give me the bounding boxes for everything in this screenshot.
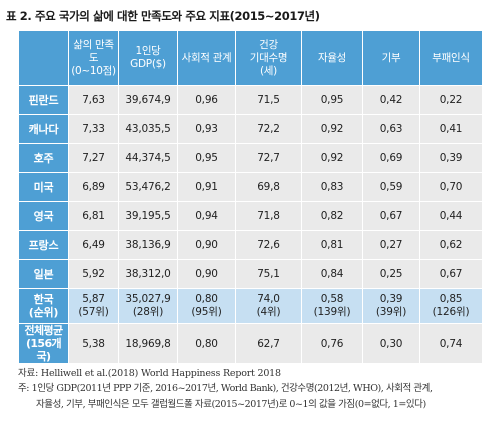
country-cell: 미국 [18, 172, 69, 202]
table-cell: 75,1 [235, 259, 302, 289]
table-cell: 0,95 [301, 85, 363, 115]
table-row: 영국 6,81 39,195,5 0,94 71,8 0,82 0,67 0,4… [18, 201, 483, 231]
footnote-line-1: 주: 1인당 GDP(2011년 PPP 기준, 2016~2017년, Wor… [18, 383, 433, 394]
header-corruption: 부패인식 [419, 30, 483, 86]
header-life-expectancy: 건강 기대수명 (세) [235, 30, 302, 86]
table-cell: 0,44 [419, 201, 483, 231]
table-cell: 38,136,9 [118, 230, 178, 260]
table-cell: 35,027,9 (28위) [118, 288, 178, 324]
table-cell: 0,81 [301, 230, 363, 260]
table-cell: 5,92 [68, 259, 119, 289]
table-cell: 0,30 [362, 323, 420, 364]
table-cell: 69,8 [235, 172, 302, 202]
table-cell: 18,969,8 [118, 323, 178, 364]
table-title: 표 2. 주요 국가의 삶에 대한 만족도와 주요 지표(2015~2017년) [6, 9, 320, 23]
table-row: 호주 7,27 44,374,5 0,95 72,7 0,92 0,69 0,3… [18, 143, 483, 173]
table-row: 미국 6,89 53,476,2 0,91 69,8 0,83 0,59 0,7… [18, 172, 483, 202]
header-social-support: 사회적 관계 [177, 30, 236, 86]
table-row-average: 전체평균 (156개국) 5,38 18,969,8 0,80 62,7 0,7… [18, 323, 483, 364]
table-row: 핀란드 7,63 39,674,9 0,96 71,5 0,95 0,42 0,… [18, 85, 483, 115]
table-cell: 0,22 [419, 85, 483, 115]
table-cell: 7,63 [68, 85, 119, 115]
table-row-korea: 한국 (순위) 5,87 (57위) 35,027,9 (28위) 0,80 (… [18, 288, 483, 324]
table-cell: 0,85 (126위) [419, 288, 483, 324]
table-cell: 0,92 [301, 143, 363, 173]
table-cell: 53,476,2 [118, 172, 178, 202]
table-cell: 0,91 [177, 172, 236, 202]
table-row: 프랑스 6,49 38,136,9 0,90 72,6 0,81 0,27 0,… [18, 230, 483, 260]
table-cell: 0,94 [177, 201, 236, 231]
table-cell: 0,92 [301, 114, 363, 144]
table-cell: 0,67 [419, 259, 483, 289]
table-cell: 0,90 [177, 230, 236, 260]
table-cell: 71,8 [235, 201, 302, 231]
country-cell-average: 전체평균 (156개국) [18, 323, 69, 364]
country-cell: 핀란드 [18, 85, 69, 115]
table-cell: 74,0 (4위) [235, 288, 302, 324]
table-cell: 0,42 [362, 85, 420, 115]
table-cell: 62,7 [235, 323, 302, 364]
table-cell: 7,27 [68, 143, 119, 173]
table-cell: 0,63 [362, 114, 420, 144]
table-row: 캐나다 7,33 43,035,5 0,93 72,2 0,92 0,63 0,… [18, 114, 483, 144]
footnote-line-2: 자율성, 기부, 부패인식은 모두 갤럽월드폴 자료(2015~2017년)로 … [36, 399, 426, 410]
table-row: 일본 5,92 38,312,0 0,90 75,1 0,84 0,25 0,6… [18, 259, 483, 289]
table-cell: 0,83 [301, 172, 363, 202]
table-cell: 0,82 [301, 201, 363, 231]
header-freedom: 자율성 [301, 30, 363, 86]
country-cell-korea: 한국 (순위) [18, 288, 69, 324]
table-cell: 0,67 [362, 201, 420, 231]
table-cell: 0,39 [419, 143, 483, 173]
table-cell: 0,80 (95위) [177, 288, 236, 324]
table-cell: 0,25 [362, 259, 420, 289]
table-cell: 0,80 [177, 323, 236, 364]
country-cell: 일본 [18, 259, 69, 289]
footnote: 주: 1인당 GDP(2011년 PPP 기준, 2016~2017년, Wor… [18, 381, 496, 413]
table-cell: 0,59 [362, 172, 420, 202]
table-cell: 0,96 [177, 85, 236, 115]
table-cell: 38,312,0 [118, 259, 178, 289]
header-life-satisfaction: 삶의 만족도 (0~10점) [68, 30, 119, 86]
table-cell: 0,41 [419, 114, 483, 144]
table-cell: 5,87 (57위) [68, 288, 119, 324]
table-cell: 0,84 [301, 259, 363, 289]
header-corner [18, 30, 69, 86]
table-cell: 0,90 [177, 259, 236, 289]
country-cell: 캐나다 [18, 114, 69, 144]
table-cell: 5,38 [68, 323, 119, 364]
table-cell: 39,195,5 [118, 201, 178, 231]
country-cell: 호주 [18, 143, 69, 173]
table-cell: 7,33 [68, 114, 119, 144]
table-cell: 0,76 [301, 323, 363, 364]
table-cell: 71,5 [235, 85, 302, 115]
table-cell: 0,27 [362, 230, 420, 260]
country-cell: 프랑스 [18, 230, 69, 260]
table-cell: 72,6 [235, 230, 302, 260]
table-cell: 0,93 [177, 114, 236, 144]
table-cell: 6,81 [68, 201, 119, 231]
table-cell: 44,374,5 [118, 143, 178, 173]
table-cell: 43,035,5 [118, 114, 178, 144]
table-cell: 72,7 [235, 143, 302, 173]
table-header-row: 삶의 만족도 (0~10점) 1인당 GDP($) 사회적 관계 건강 기대수명… [18, 30, 483, 86]
country-cell: 영국 [18, 201, 69, 231]
header-gdp-per-capita: 1인당 GDP($) [118, 30, 178, 86]
table-cell: 0,62 [419, 230, 483, 260]
table-cell: 0,70 [419, 172, 483, 202]
table-cell: 6,89 [68, 172, 119, 202]
table-cell: 0,69 [362, 143, 420, 173]
source-note: 자료: Helliwell et al.(2018) World Happine… [18, 368, 281, 379]
table-cell: 39,674,9 [118, 85, 178, 115]
table-cell: 0,58 (139위) [301, 288, 363, 324]
satisfaction-table: 삶의 만족도 (0~10점) 1인당 GDP($) 사회적 관계 건강 기대수명… [18, 30, 483, 364]
table-cell: 0,95 [177, 143, 236, 173]
table-cell: 0,39 (39위) [362, 288, 420, 324]
table-cell: 6,49 [68, 230, 119, 260]
header-generosity: 기부 [362, 30, 420, 86]
table-cell: 0,74 [419, 323, 483, 364]
table-cell: 72,2 [235, 114, 302, 144]
